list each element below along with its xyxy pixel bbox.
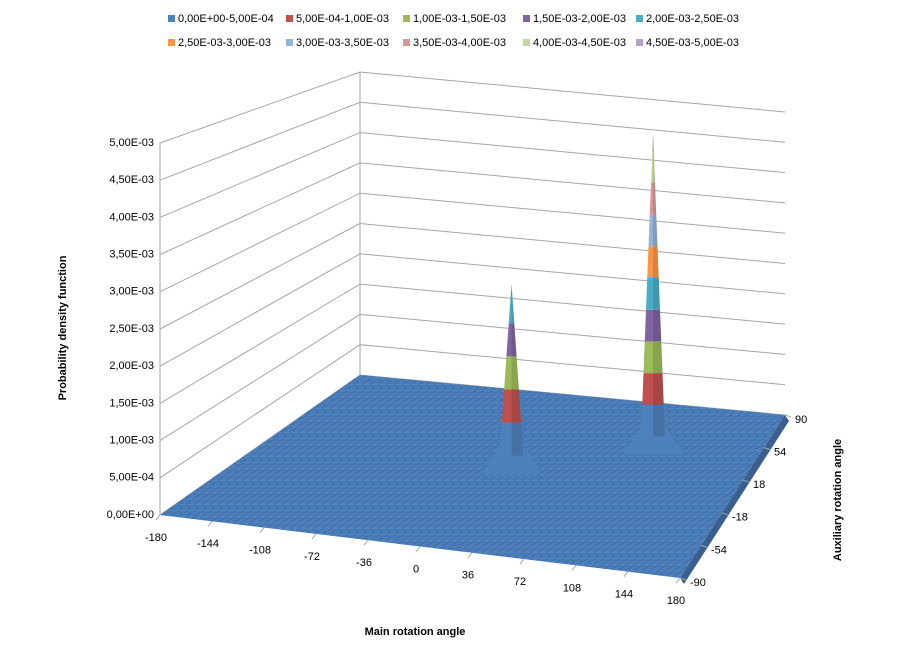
x-tick [416,547,420,552]
x-tick-label: 36 [462,570,474,582]
peak-shade [512,356,519,389]
legend-swatch [636,39,643,46]
legend-label: 5,00E-04-1,00E-03 [296,13,389,25]
legend-swatch [168,39,175,46]
z-tick-label: 5,00E-03 [109,137,154,149]
peak-shade [512,290,515,323]
grid-line [160,254,785,366]
z-axis-title: Probability density function [57,255,69,400]
legend-label: 2,00E-03-2,50E-03 [646,13,739,25]
x-tick-label: -180 [145,532,167,544]
z-tick-label: 4,00E-03 [109,211,154,223]
x-tick-label: -144 [197,538,219,550]
grid-line [160,163,785,255]
grid-line [160,133,785,218]
grid-line [160,193,785,292]
x-tick-label: 180 [667,595,685,607]
x-axis-title: Main rotation angle [365,626,466,638]
grid-line [160,72,785,143]
x-tick [156,515,160,520]
z-tick-label: 1,50E-03 [109,397,154,409]
peak-shade [653,183,656,215]
x-tick-label: 144 [615,589,633,601]
z-tick-label: 2,00E-03 [109,360,154,372]
legend-label: 4,50E-03-5,00E-03 [646,37,739,49]
z-tick-label: 5,00E-04 [109,472,154,484]
x-tick-label: -72 [304,551,320,563]
legend-label: 4,00E-03-4,50E-03 [533,37,626,49]
legend-label: 3,50E-03-4,00E-03 [413,37,506,49]
x-tick-label: 0 [413,563,419,575]
peak-shade [653,132,654,151]
peak-shade [653,215,658,247]
z-tick-label: 1,00E-03 [109,435,154,447]
legend-swatch [636,15,643,22]
z-tick-label: 0,00E+00 [107,509,154,521]
peak-shade [512,323,517,356]
x-tick-label: -108 [249,545,271,557]
z-tick-label: 3,00E-03 [109,286,154,298]
x-tick [208,521,212,526]
x-tick-label: 72 [514,576,526,588]
legend-label: 1,00E-03-1,50E-03 [413,13,506,25]
legend-swatch [168,15,175,22]
y-tick-label: 54 [774,447,786,459]
peak-shade [653,341,663,373]
z-tick-label: 3,50E-03 [109,249,154,261]
peak-shade [653,278,660,310]
x-tick-label: 108 [563,582,581,594]
z-tick-label: 2,50E-03 [109,323,154,335]
x-tick [572,565,576,570]
legend-swatch [403,39,410,46]
legend-swatch [286,15,293,22]
legend-swatch [523,15,530,22]
y-tick-label: -18 [732,512,748,524]
y-axis-title: Auxiliary rotation angle [832,439,844,561]
peak-shade [653,310,661,342]
x-tick [364,540,368,545]
y-tick-label: 90 [795,414,807,426]
peak-shade [653,405,665,437]
legend-label: 0,00E+00-5,00E-04 [178,13,274,25]
legend-label: 1,50E-03-2,00E-03 [533,13,626,25]
peak-shade [653,151,655,183]
x-tick [260,528,264,533]
legend-swatch [403,15,410,22]
x-tick-label: -36 [356,557,372,569]
x-tick [624,572,628,577]
legend-swatch [523,39,530,46]
legend-swatch [286,39,293,46]
legend-label: 3,00E-03-3,50E-03 [296,37,389,49]
x-tick [312,534,316,539]
legend-label: 2,50E-03-3,00E-03 [178,37,271,49]
x-tick [676,578,680,583]
peak-shade [653,373,664,405]
grid-line [160,102,785,180]
x-tick [468,553,472,558]
z-tick-label: 4,50E-03 [109,174,154,186]
y-tick-label: -90 [690,577,706,589]
x-tick [520,559,524,564]
y-tick-label: 18 [753,479,765,491]
y-tick-label: -54 [711,544,727,556]
